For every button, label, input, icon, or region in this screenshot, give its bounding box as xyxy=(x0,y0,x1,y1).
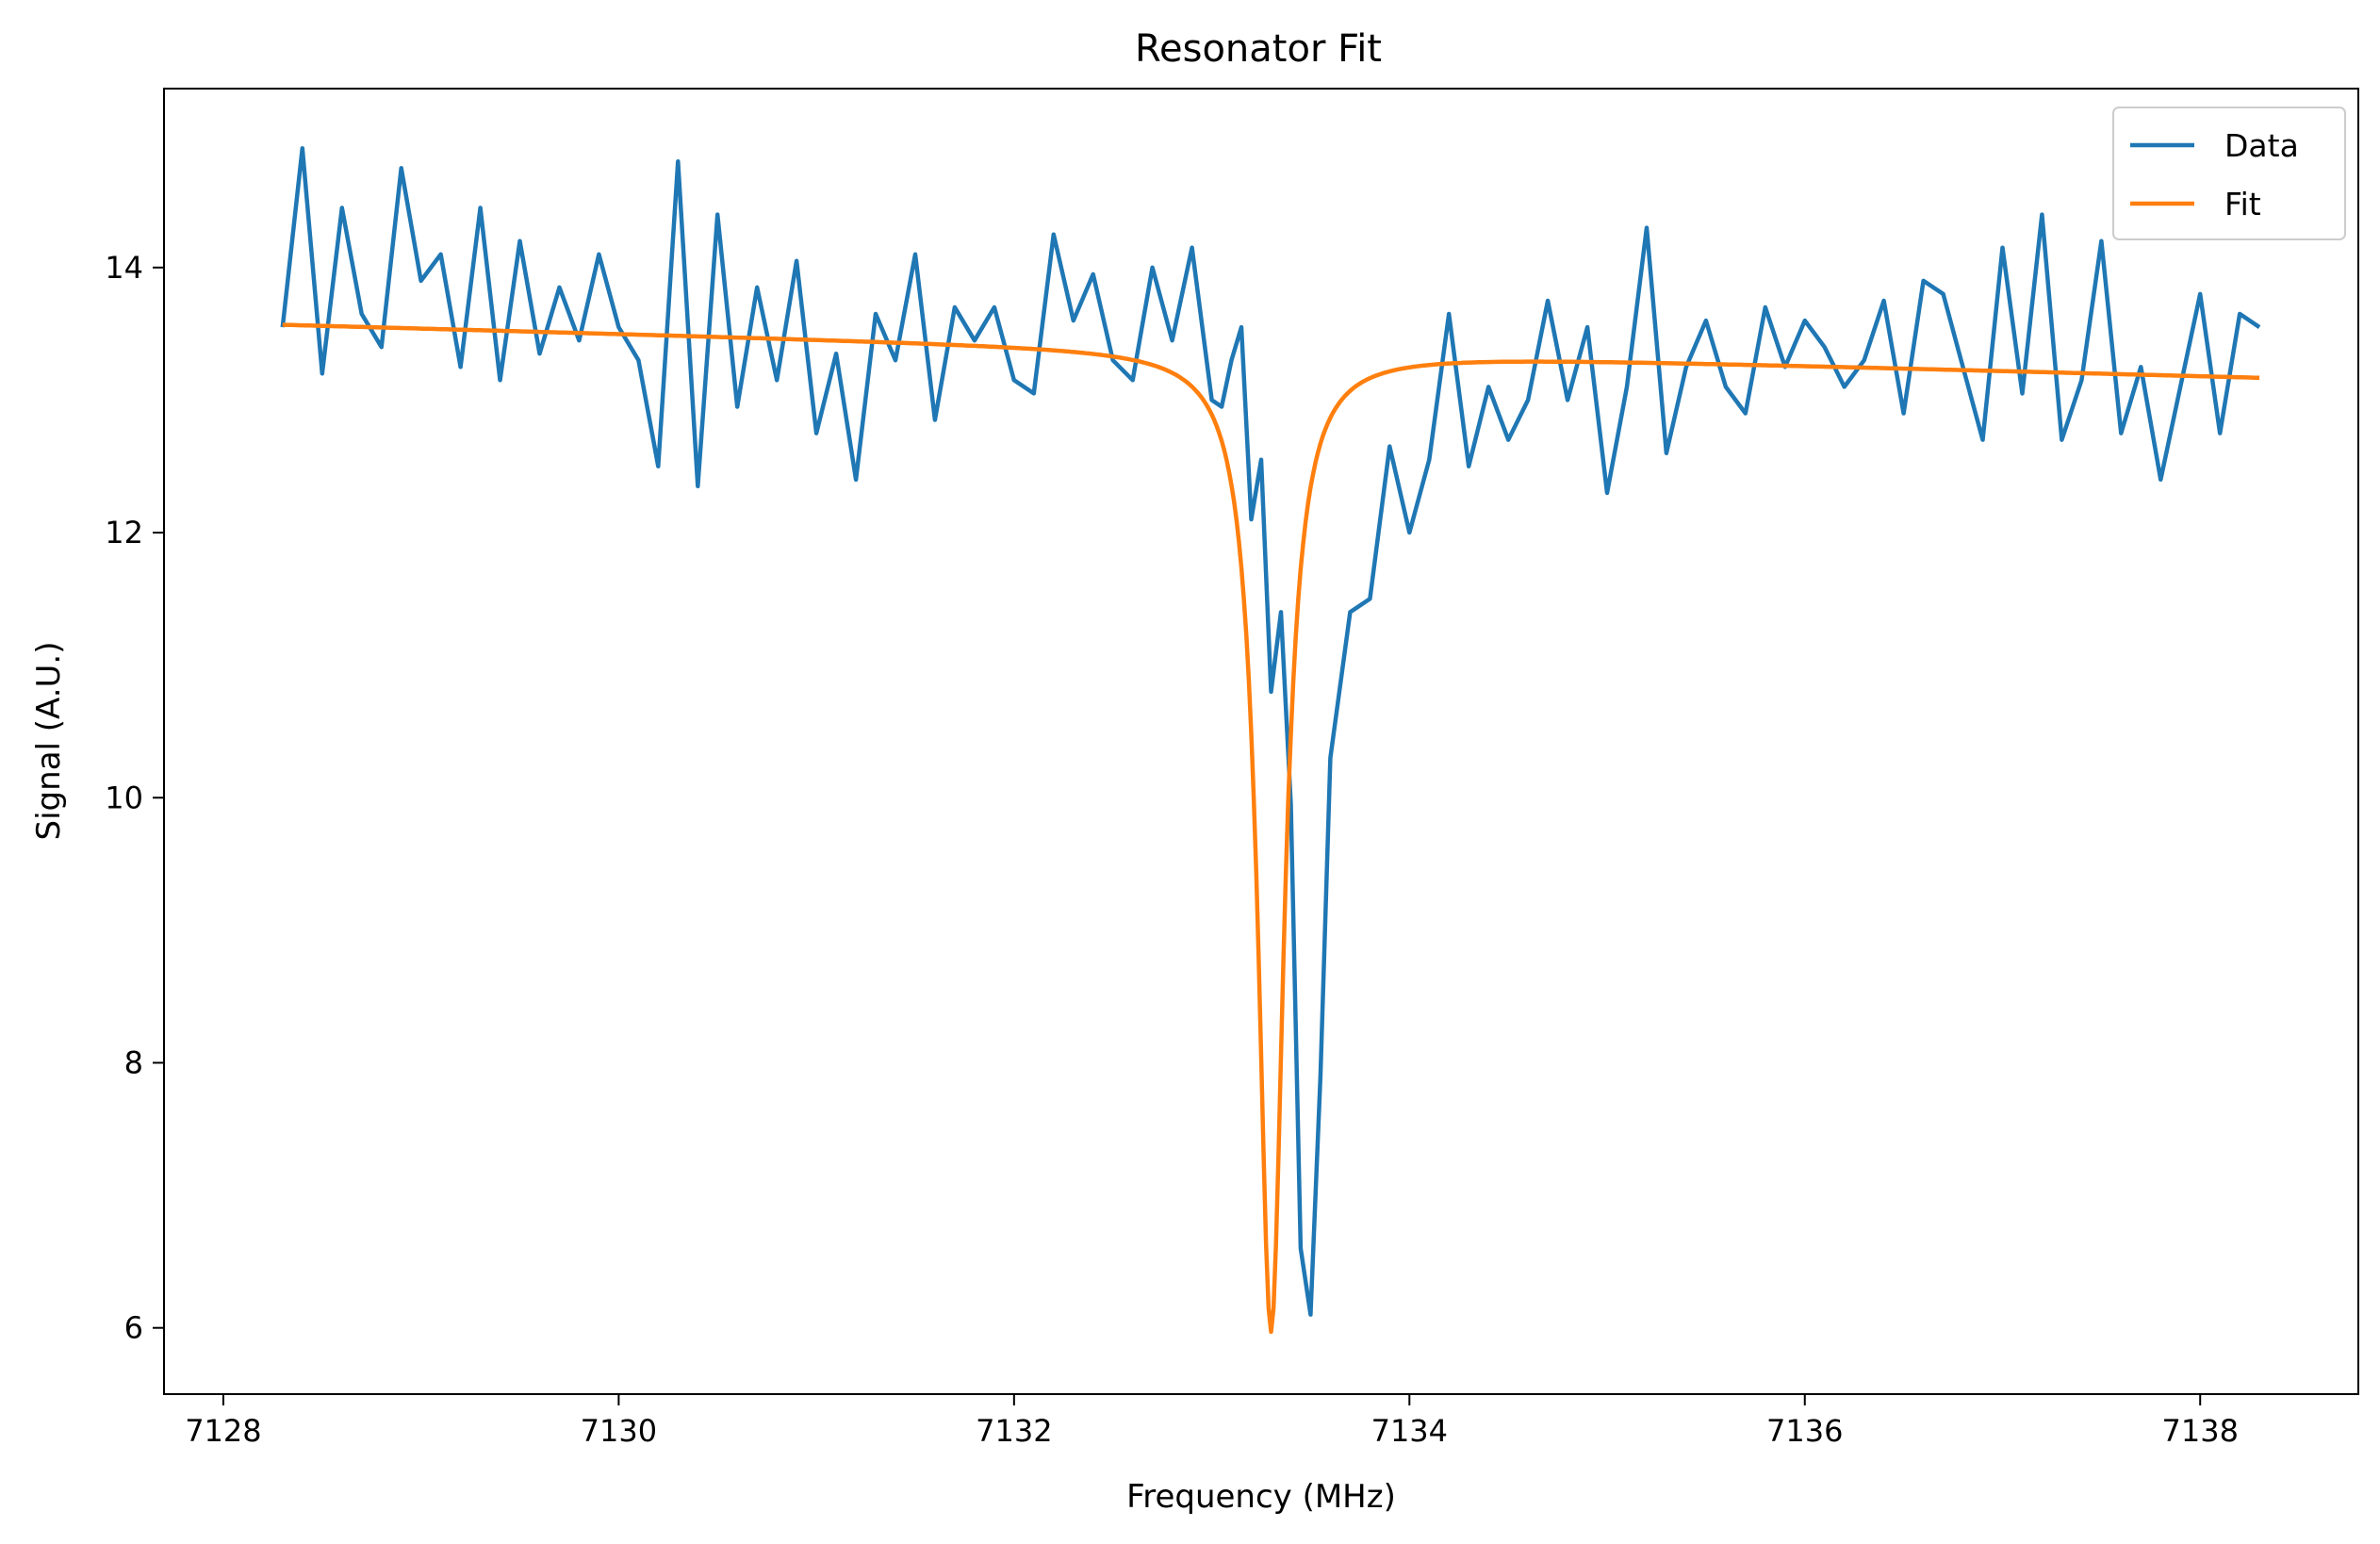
x-tick-label-2: 7132 xyxy=(976,1413,1052,1449)
plot-frame xyxy=(163,88,2359,1395)
y-tick-label-1: 8 xyxy=(124,1044,143,1080)
y-axis: 6 8 10 12 14 xyxy=(105,250,164,1346)
x-axis: 7128 7130 7132 7134 7136 7138 xyxy=(185,1394,2239,1449)
legend: Data Fit xyxy=(2112,107,2346,240)
plot-background xyxy=(164,89,2358,1394)
y-tick-label-0: 6 xyxy=(124,1310,143,1346)
chart-title: Resonator Fit xyxy=(1135,27,1382,71)
series-layer xyxy=(280,146,2261,1335)
y-tick-label-3: 12 xyxy=(105,515,143,550)
x-tick-label-5: 7138 xyxy=(2161,1413,2238,1449)
legend-label-fit: Fit xyxy=(2224,186,2261,222)
y-tick-label-2: 10 xyxy=(105,780,143,815)
x-tick-label-4: 7136 xyxy=(1766,1413,1843,1449)
x-tick-label-1: 7130 xyxy=(581,1413,657,1449)
plot-area xyxy=(163,88,2359,1395)
x-tick-label-3: 7134 xyxy=(1371,1413,1448,1449)
y-axis-label: Signal (A.U.) xyxy=(30,642,68,841)
legend-box xyxy=(2112,107,2346,240)
y-tick-label-4: 14 xyxy=(105,250,143,286)
x-axis-label: Frequency (MHz) xyxy=(1126,1478,1396,1516)
series-fit-line xyxy=(282,322,2260,1335)
x-tick-label-0: 7128 xyxy=(185,1413,261,1449)
legend-label-data: Data xyxy=(2224,127,2299,164)
